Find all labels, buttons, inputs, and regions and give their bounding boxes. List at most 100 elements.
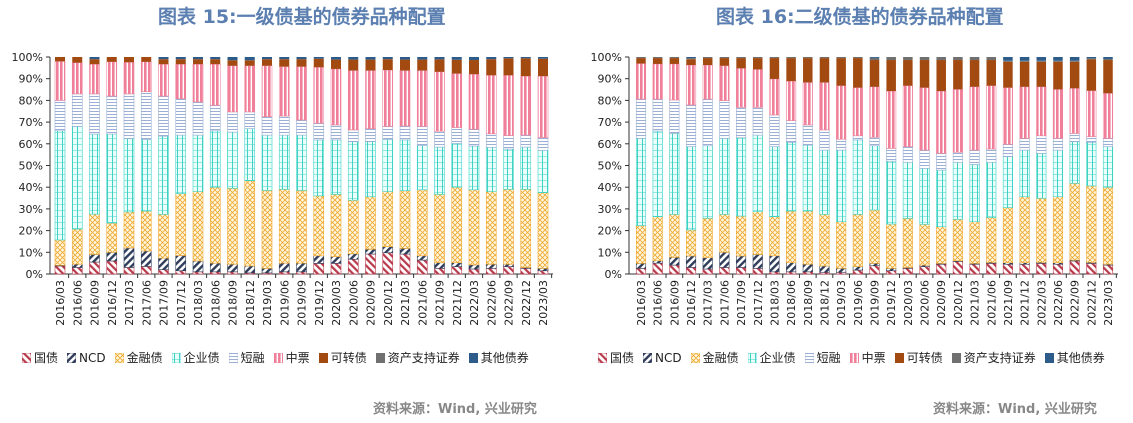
bar-segment-5 — [347, 129, 359, 142]
bar-segment-5 — [669, 99, 680, 134]
legend-swatch — [114, 352, 124, 363]
x-tick-label: 2016/06 — [71, 280, 84, 326]
bar-segment-4 — [192, 134, 204, 192]
bar-segment-6 — [382, 69, 394, 127]
bar-segment-5 — [1086, 136, 1097, 143]
bar-segment-4 — [869, 145, 880, 211]
bar-segment-5 — [382, 126, 394, 140]
y-tick-label: 50% — [19, 160, 43, 173]
bar-segment-6 — [416, 70, 428, 127]
bar-segment-6 — [520, 75, 532, 136]
legend-swatch — [468, 352, 478, 363]
bar-segment-2 — [685, 255, 697, 268]
x-tick-label: 2018/06 — [785, 280, 798, 326]
chart-1: 0% 10% 20% 30% 40% 50% 60% 70% 80% 90% 100% 2016/03… — [12, 51, 553, 326]
y-tick-label: 0% — [26, 268, 43, 281]
bar-segment-6 — [635, 63, 647, 100]
bar-segment-2 — [752, 254, 763, 269]
bar-segment-9 — [451, 57, 462, 60]
bar-segment-6 — [802, 82, 813, 126]
bar-segment-9 — [686, 57, 696, 59]
bar-segment-2 — [71, 263, 83, 268]
bar-segment-3 — [434, 194, 445, 264]
legend-label: 金融债 — [702, 351, 739, 365]
bar-segment-2 — [175, 255, 187, 272]
legend-item: 国债 — [598, 349, 634, 366]
bar-segment-5 — [416, 126, 428, 146]
bar-segment-2 — [89, 254, 100, 263]
bar-segment-3 — [1019, 196, 1030, 264]
bar-segment-1 — [1002, 263, 1013, 275]
x-tick-label: 2017/09 — [735, 280, 748, 326]
bar-segment-1 — [1102, 264, 1114, 275]
bar-segment-4 — [852, 139, 863, 215]
bar-segment-6 — [175, 63, 187, 99]
bar-segment-2 — [468, 264, 480, 270]
bar-segment-7 — [158, 59, 169, 65]
bar-segment-3 — [123, 211, 135, 249]
x-tick-label: 2020/09 — [935, 280, 948, 326]
bar-segment-6 — [54, 61, 66, 101]
x-tick-label: 2021/12 — [1019, 280, 1032, 326]
bar-segment-5 — [1036, 135, 1047, 154]
bar-segment-6 — [936, 90, 947, 154]
y-tick-label: 100% — [12, 51, 43, 64]
bar-segment-7 — [919, 60, 930, 88]
bar-segment-7 — [786, 58, 796, 82]
bar-segment-8 — [636, 57, 646, 59]
bar-segment-7 — [936, 60, 946, 92]
y-tick-label: 0% — [605, 268, 622, 281]
legend-item: 可转债 — [318, 349, 367, 366]
bar-segment-4 — [537, 150, 549, 193]
bar-segment-3 — [89, 213, 100, 255]
bar-segment-3 — [886, 223, 897, 269]
legend-item: 资产支持证券 — [951, 349, 1036, 366]
bar-segment-6 — [89, 63, 100, 95]
bar-segment-6 — [986, 85, 997, 150]
y-tick-label: 60% — [19, 138, 43, 151]
bar-segment-4 — [140, 139, 152, 212]
bar-segment-5 — [836, 138, 847, 151]
bar-segment-2 — [347, 253, 359, 260]
bar-segment-6 — [852, 87, 863, 137]
bar-segment-2 — [330, 256, 342, 264]
bar-segment-6 — [313, 66, 325, 124]
x-tick-label: 2022/09 — [1069, 280, 1082, 326]
bar-segment-4 — [89, 133, 100, 215]
bar-segment-1 — [919, 266, 930, 275]
bar-segment-7 — [1036, 61, 1047, 87]
bar-segment-5 — [330, 124, 342, 141]
bar-segment-8 — [953, 57, 963, 61]
x-tick-label: 2017/03 — [123, 280, 136, 326]
bar-segment-2 — [669, 256, 680, 266]
bar-segment-3 — [330, 194, 342, 257]
bar-segment-6 — [451, 73, 463, 128]
x-tick-label: 2019/12 — [885, 280, 898, 326]
x-tick-label: 2019/12 — [313, 280, 326, 326]
bar-segment-2 — [296, 262, 307, 273]
bar-segment-4 — [786, 141, 797, 212]
bar-segment-7 — [417, 59, 428, 71]
x-tick-label: 2018/03 — [192, 280, 205, 326]
bar-segment-4 — [451, 143, 463, 188]
legend-swatch — [1044, 352, 1054, 363]
bar-segment-9 — [400, 57, 410, 60]
y-tick-label: 10% — [598, 246, 622, 259]
x-tick-label: 2020/03 — [330, 280, 343, 326]
legend-item: 资产支持证券 — [375, 349, 460, 366]
legend-swatch — [375, 352, 385, 363]
bar-segment-5 — [244, 111, 256, 129]
bar-segment-5 — [869, 136, 880, 147]
x-tick-label: 2021/03 — [969, 280, 982, 326]
bar-segment-6 — [736, 67, 747, 108]
y-tick-label: 90% — [19, 73, 43, 86]
bar-segment-8 — [736, 57, 746, 59]
chart-2-legend: 国债 NCD 金融债 企业债 短融 中票 可转债 资产支持证券 其他债券 — [598, 349, 1105, 366]
bar-segment-6 — [652, 63, 663, 100]
bar-segment-2 — [886, 268, 897, 272]
bar-segment-4 — [936, 169, 947, 227]
bar-segment-3 — [986, 217, 997, 263]
bar-segment-5 — [969, 149, 980, 165]
bar-segment-2 — [416, 255, 428, 261]
x-tick-label: 2022/06 — [1052, 280, 1065, 326]
